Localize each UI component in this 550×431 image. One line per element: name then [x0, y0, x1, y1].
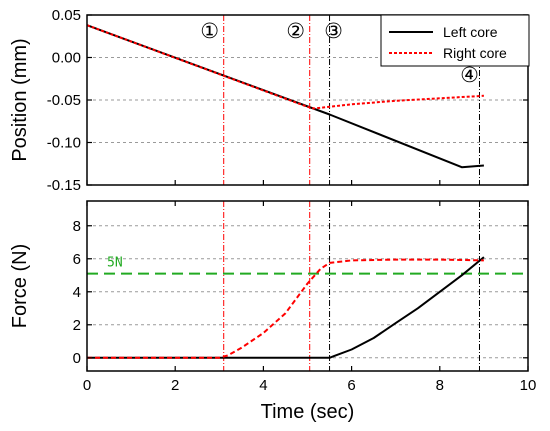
force-series-right-core: [87, 258, 484, 359]
legend: Left core Right core: [380, 14, 530, 67]
position-series: [86, 24, 484, 169]
x-axis-title: Time (sec): [261, 401, 355, 423]
x-tick-label: 8: [436, 377, 444, 394]
x-tick-label: 4: [259, 377, 267, 394]
force-plot-frame: [86, 200, 529, 372]
event-marker-label: ①: [200, 20, 219, 43]
force-y-tick-label: 6: [73, 251, 81, 268]
force-y-axis-title: Force (N): [9, 244, 31, 328]
position-y-tick-label: -0.15: [47, 177, 81, 194]
legend-box: [380, 14, 530, 67]
x-tick-label: 0: [83, 377, 91, 394]
position-y-ticks: 0.05 0.00 -0.05 -0.10 -0.15: [47, 7, 529, 194]
force-y-tick-label: 0: [73, 350, 81, 367]
x-tick-label: 6: [347, 377, 355, 394]
event-marker-label: ③: [324, 20, 343, 43]
position-series-left-core: [86, 24, 484, 169]
legend-label-left-core: Left core: [443, 24, 498, 40]
force-series: [87, 256, 485, 359]
force-series-left-core: [87, 256, 485, 359]
event-marker-label: ④: [460, 64, 479, 87]
position-markers: [223, 15, 480, 185]
force-y-tick-label: 8: [73, 218, 81, 235]
force-y-ticks: 0 2 4 6 8: [73, 218, 528, 367]
legend-label-right-core: Right core: [443, 45, 507, 61]
event-marker-label: ②: [286, 20, 305, 43]
force-y-tick-label: 2: [73, 317, 81, 334]
x-tick-label: 10: [520, 377, 537, 394]
position-y-tick-label: 0.00: [52, 50, 81, 67]
position-y-axis-title: Position (mm): [9, 38, 31, 161]
force-markers: [223, 201, 480, 371]
force-panel: 5N 0 2 4 6 8 0 2 4 6 8 10 Force (N) Time (sec): [9, 200, 537, 423]
reference-line-label: 5N: [107, 256, 123, 271]
force-grid: [87, 225, 528, 359]
x-tick-label: 2: [171, 377, 179, 394]
position-series-right-core: [86, 24, 484, 110]
force-x-ticks: 0 2 4 6 8 10: [83, 201, 537, 394]
position-panel: 0.05 0.00 -0.05 -0.10 -0.15 ① ② ③ ④ Position (m…: [9, 7, 530, 194]
force-reference: 5N: [87, 256, 528, 275]
position-y-tick-label: -0.10: [47, 135, 81, 152]
position-y-tick-label: -0.05: [47, 92, 81, 109]
position-marker-labels: ① ② ③ ④: [200, 20, 479, 87]
position-y-tick-label: 0.05: [52, 7, 81, 24]
force-y-tick-label: 4: [73, 284, 81, 301]
